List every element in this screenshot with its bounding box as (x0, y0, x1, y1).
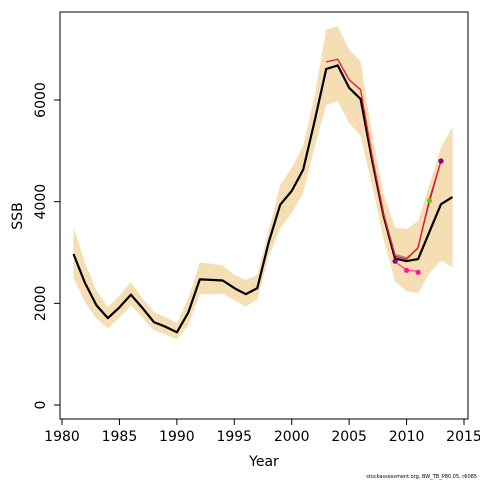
x-tick-label: 2010 (389, 429, 425, 445)
series-layer (72, 58, 454, 334)
y-axis: 0 2000 4000 6000 (33, 82, 60, 409)
x-tick-label: 2000 (274, 429, 310, 445)
y-tick-label: 4000 (33, 184, 49, 220)
endpoint-dot-3 (415, 269, 421, 275)
x-tick-label: 1985 (102, 429, 138, 445)
credit-text: stockassessment.org, BW_TB_P80.05, r6085 (366, 474, 477, 480)
plot-frame (59, 11, 469, 420)
x-tick-label: 1990 (159, 429, 195, 445)
y-axis-title: SSB (10, 202, 26, 229)
y-tick-label: 6000 (33, 82, 49, 118)
y-tick-label: 2000 (33, 286, 49, 322)
x-tick-label: 2005 (331, 429, 367, 445)
x-axis: 1980 1985 1990 1995 2000 2005 2010 2015 (44, 419, 480, 445)
y-tick-label: 0 (33, 401, 49, 410)
x-tick-label: 1980 (44, 429, 80, 445)
series-line-retro-1 (326, 58, 442, 260)
endpoints-layer (392, 158, 444, 275)
x-tick-label: 1995 (216, 429, 252, 445)
endpoint-dot-4 (426, 198, 433, 204)
confidence-band (73, 26, 453, 340)
endpoint-dot-1 (392, 258, 398, 264)
confidence-band-layer (73, 26, 453, 340)
endpoint-dot-5 (438, 158, 444, 164)
endpoint-dot-2 (404, 267, 410, 273)
x-tick-label: 2015 (446, 429, 480, 445)
x-axis-title: Year (248, 454, 279, 470)
